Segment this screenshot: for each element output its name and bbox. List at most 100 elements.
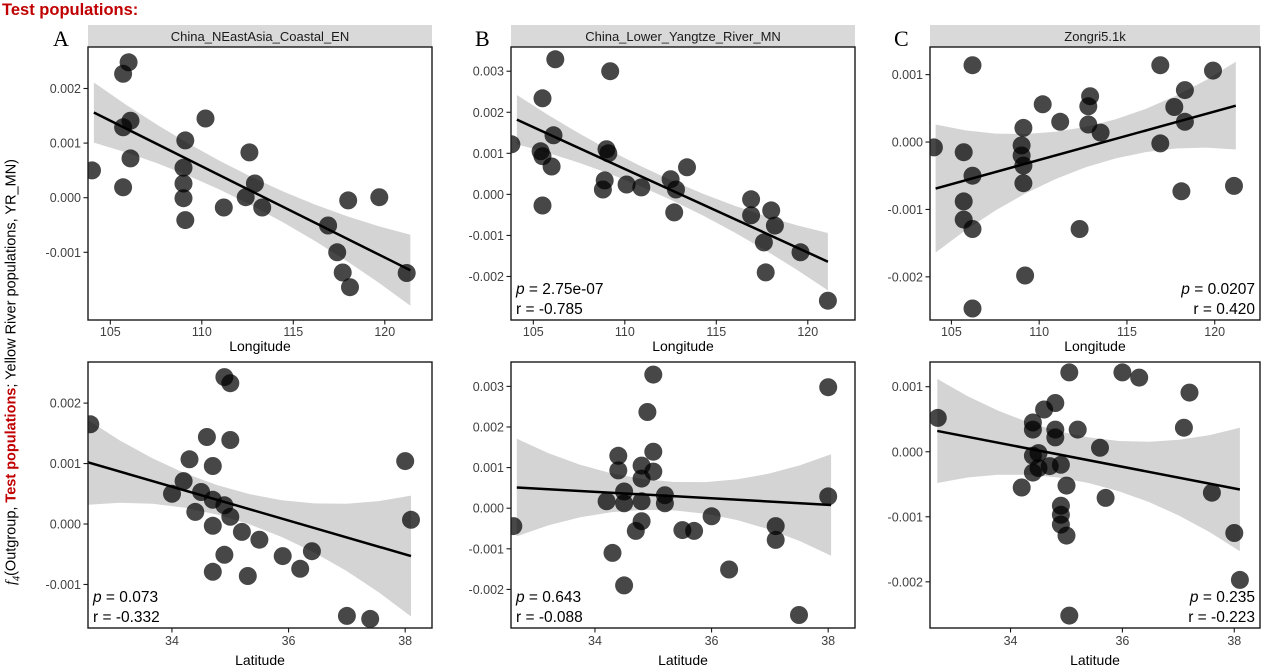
data-point	[632, 178, 651, 197]
y-axis-label-part1: (Outgroup,	[3, 502, 20, 576]
data-point	[333, 263, 352, 282]
data-point	[114, 64, 133, 83]
data-point	[742, 190, 761, 209]
panel-border	[87, 361, 433, 629]
panel-border	[510, 46, 856, 321]
data-point	[339, 191, 358, 210]
confidence-ribbon	[88, 420, 411, 617]
data-point	[1046, 428, 1065, 447]
data-point	[370, 188, 389, 207]
data-point	[273, 547, 292, 566]
plot-layer	[511, 365, 838, 624]
data-point	[215, 545, 234, 564]
data-point	[1165, 98, 1184, 116]
data-point	[1151, 134, 1170, 153]
y-tick-label: 0.002	[50, 397, 81, 411]
r-value-annotation: r = 0.420	[1193, 301, 1255, 318]
facet-strip	[88, 25, 432, 47]
data-point	[402, 510, 420, 529]
x-tick-label: 110	[1029, 325, 1049, 339]
data-point	[1068, 420, 1087, 439]
data-point	[240, 143, 259, 162]
p-value-annotation: p = 0.235	[1189, 589, 1255, 606]
panel-border	[929, 361, 1261, 629]
data-point	[599, 144, 618, 163]
panel-B-latitude-plot: 34 36 38 0.003 0.002 0.001 0.000 -0.001 -0.002 La…	[469, 361, 856, 668]
x-tick-label: 120	[374, 325, 395, 339]
regression-line	[937, 429, 1241, 491]
points-layer	[930, 363, 1249, 625]
data-point	[546, 50, 565, 69]
data-point	[1175, 112, 1194, 131]
data-point	[930, 408, 947, 427]
x-tick-label: 38	[821, 634, 835, 648]
panel-C-latitude-plot: 34 36 38 0.001 0.000 -0.001 -0.002 Latitude p = …	[888, 361, 1261, 668]
facet-strip-title: China_NEastAsia_Coastal_EN	[171, 29, 349, 44]
data-point	[963, 220, 982, 238]
x-tick-label: 34	[165, 634, 179, 648]
data-point	[542, 157, 561, 176]
data-point	[1060, 363, 1079, 382]
data-point	[533, 89, 552, 108]
x-tick-label: 105	[941, 325, 962, 339]
data-point	[121, 149, 140, 168]
y-tick-label: 0.003	[473, 380, 504, 394]
data-point	[667, 180, 685, 199]
x-axis-title: Latitude	[235, 652, 285, 668]
x-tick-label: 36	[282, 634, 296, 648]
data-point	[818, 291, 837, 310]
y-tick-label: -0.002	[888, 575, 923, 589]
panel-letter-C: C	[894, 26, 909, 51]
data-point	[1172, 182, 1191, 201]
data-point	[176, 131, 195, 150]
panel-letter-A: A	[53, 26, 69, 51]
data-point	[819, 378, 838, 397]
data-point	[232, 522, 251, 541]
data-point	[632, 492, 651, 511]
data-point	[819, 487, 838, 506]
data-point	[203, 562, 222, 581]
x-tick-label: 110	[615, 325, 635, 339]
data-point	[678, 158, 696, 177]
data-point	[1033, 95, 1052, 114]
panel-border	[929, 46, 1261, 321]
data-point	[1057, 476, 1076, 495]
x-axis-title: Longitude	[1064, 338, 1126, 354]
data-point	[1175, 81, 1194, 100]
data-point	[114, 118, 133, 137]
data-point	[337, 606, 356, 625]
data-point	[253, 198, 272, 217]
y-tick-label: 0.002	[50, 82, 81, 96]
data-point	[291, 559, 310, 578]
data-point	[1113, 363, 1132, 382]
data-point	[174, 158, 193, 177]
data-point	[180, 450, 199, 469]
panel-background	[511, 47, 855, 320]
y-tick-label: 0.000	[50, 191, 81, 205]
data-point	[236, 188, 255, 207]
data-point	[361, 609, 380, 628]
facet-strip-title: China_Lower_Yangtze_River_MN	[585, 29, 781, 44]
data-point	[250, 530, 269, 549]
data-point	[88, 161, 101, 180]
plot-layer	[88, 368, 420, 628]
data-point	[954, 143, 973, 162]
points-layer	[511, 365, 838, 624]
p-value-annotation: p = 0.0207	[1180, 281, 1255, 298]
data-point	[1174, 418, 1193, 437]
data-point	[319, 216, 338, 235]
x-axis-title: Longitude	[229, 338, 291, 354]
data-point	[1060, 606, 1079, 625]
y-tick-label: -0.001	[888, 510, 923, 524]
x-tick-label: 105	[100, 325, 121, 339]
data-point	[511, 517, 523, 536]
data-point	[302, 542, 321, 561]
data-point	[186, 502, 205, 521]
x-tick-label: 120	[1204, 325, 1225, 339]
x-tick-label: 115	[706, 325, 726, 339]
data-point	[1225, 524, 1244, 542]
data-point	[720, 560, 739, 579]
x-tick-label: 120	[797, 325, 818, 339]
data-point	[601, 62, 620, 81]
